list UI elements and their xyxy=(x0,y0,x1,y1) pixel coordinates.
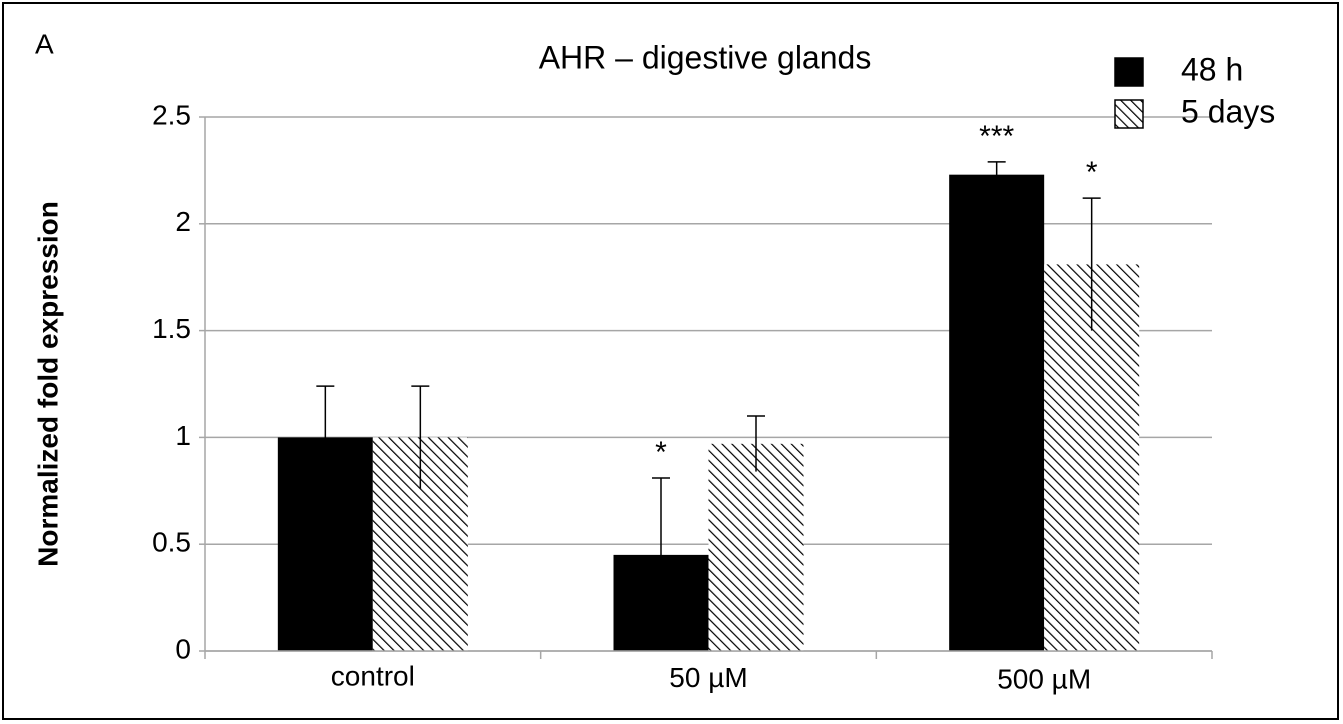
error-bar xyxy=(987,161,1006,188)
legend-label: 48 h xyxy=(1181,51,1243,87)
y-tick-label: 0 xyxy=(175,633,191,664)
y-tick-label: 1.5 xyxy=(152,313,191,344)
legend-swatch xyxy=(1114,99,1144,129)
chart-title: AHR – digestive glands xyxy=(539,39,872,75)
x-tick-label: control xyxy=(331,660,415,691)
legend-swatch xyxy=(1114,57,1144,87)
y-tick-label: 0.5 xyxy=(152,527,191,558)
significance-mark: * xyxy=(655,436,667,469)
significance-mark: *** xyxy=(979,120,1014,153)
y-tick-label: 2 xyxy=(175,206,191,237)
bar xyxy=(949,174,1045,651)
significance-mark: * xyxy=(1086,156,1098,189)
error-bar xyxy=(652,477,670,632)
panel-label: A xyxy=(35,28,54,59)
bar xyxy=(708,443,804,651)
error-bar xyxy=(1082,197,1101,331)
x-tick-label: 50 µM xyxy=(669,662,747,693)
y-tick-label: 2.5 xyxy=(152,99,191,130)
x-tick-label: 500 µM xyxy=(997,663,1091,694)
error-bar xyxy=(316,385,335,489)
error-bar xyxy=(411,385,430,489)
legend-label: 5 days xyxy=(1181,93,1275,129)
y-axis-label: Normalized fold expression xyxy=(32,201,63,567)
error-bar xyxy=(747,415,765,472)
y-tick-label: 1 xyxy=(175,420,191,451)
